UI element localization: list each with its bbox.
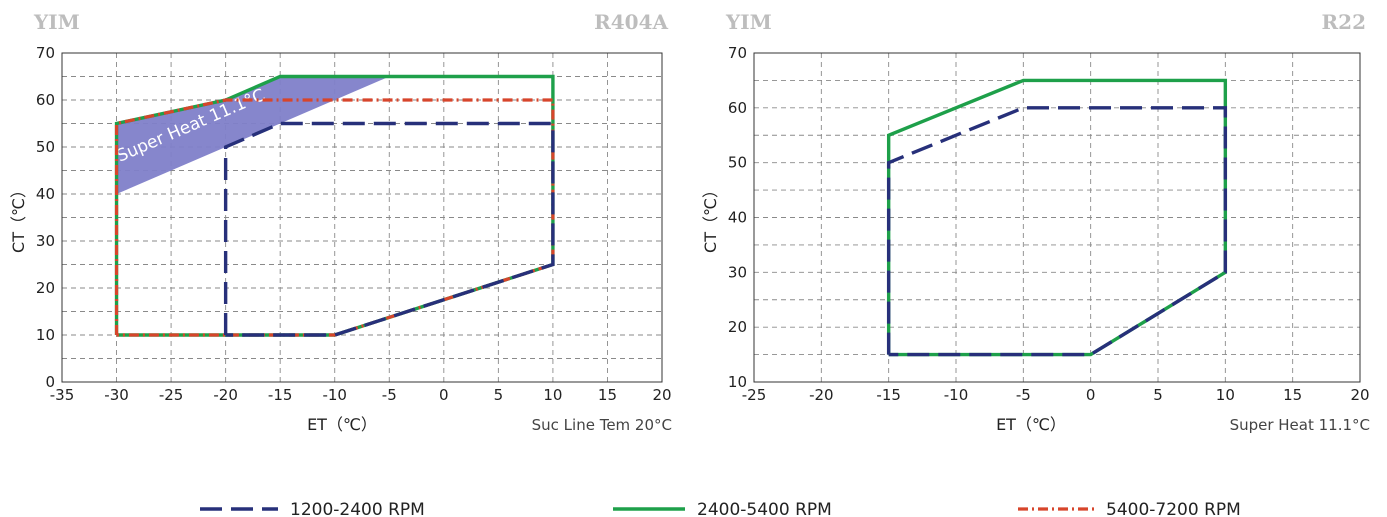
x-tick-label: -15 — [268, 386, 293, 404]
series-line-5400-7200- — [114, 98, 555, 337]
y-tick-label: 60 — [728, 99, 747, 117]
x-tick-label: -10 — [322, 386, 347, 404]
series-line-1200-2400- — [886, 106, 1228, 357]
x-tick-label: 15 — [598, 386, 617, 404]
x-tick-label: 20 — [1350, 386, 1369, 404]
y-tick-label: 30 — [36, 232, 55, 250]
x-tick-label: 0 — [439, 386, 449, 404]
brand-label: YIM — [725, 10, 772, 34]
grid — [754, 53, 1360, 382]
chart-r22: YIM R22 -25 -20 -15 -10 -5 0 5 10 15 20 10 20 30 40 50 60… — [701, 10, 1370, 434]
legend-label: 1200-2400 RPM — [290, 500, 425, 517]
x-tick-label: -15 — [876, 386, 901, 404]
legend-label: 2400-5400 RPM — [697, 500, 832, 517]
x-tick-label: -5 — [382, 386, 397, 404]
grid — [62, 53, 662, 382]
plot-frame — [753, 52, 1361, 383]
x-tick-label: 5 — [1153, 386, 1163, 404]
condition-note: Super Heat 11.1°C — [1230, 416, 1370, 434]
y-tick-label: 0 — [45, 373, 55, 391]
y-tick-label: 40 — [36, 185, 55, 203]
y-tick-label: 40 — [728, 209, 747, 227]
series-line-1200-2400- — [223, 121, 555, 337]
x-tick-label: -20 — [809, 386, 834, 404]
legend-entry: 1200-2400 RPM — [200, 500, 425, 517]
y-tick-label: 50 — [728, 154, 747, 172]
y-tick-label: 10 — [36, 326, 55, 344]
legend-entry: 5400-7200 RPM — [1018, 500, 1241, 517]
x-tick-label: -25 — [742, 386, 767, 404]
legend-label: 5400-7200 RPM — [1106, 500, 1241, 517]
y-tick-label: 70 — [36, 44, 55, 62]
x-tick-label: -35 — [50, 386, 75, 404]
x-tick-label: 10 — [1216, 386, 1235, 404]
x-tick-label: -20 — [213, 386, 238, 404]
x-tick-label: 20 — [652, 386, 671, 404]
y-axis-label: CT（℃） — [701, 182, 720, 253]
legend: 1200-2400 RPM 2400-5400 RPM 5400-7200 RPM — [200, 500, 1241, 517]
x-tick-label: 0 — [1086, 386, 1096, 404]
refrigerant-label: R404A — [594, 10, 668, 34]
condition-note: Suc Line Tem 20°C — [532, 416, 672, 434]
brand-label: YIM — [33, 10, 80, 34]
refrigerant-label: R22 — [1322, 10, 1366, 34]
plot-frame — [61, 52, 663, 383]
x-tick-label: -30 — [104, 386, 129, 404]
super-heat-region — [116, 76, 390, 194]
y-tick-label: 20 — [728, 318, 747, 336]
x-tick-label: -25 — [159, 386, 184, 404]
x-axis-label: ET（℃） — [307, 415, 377, 434]
x-tick-label: -10 — [944, 386, 969, 404]
series-line-2400-5400- — [886, 78, 1228, 357]
y-tick-label: 10 — [728, 373, 747, 391]
y-tick-label: 70 — [728, 44, 747, 62]
y-tick-label: 50 — [36, 138, 55, 156]
legend-entry: 2400-5400 RPM — [613, 500, 832, 517]
x-axis-label: ET（℃） — [996, 415, 1066, 434]
x-tick-label: 5 — [494, 386, 504, 404]
y-axis-label: CT（℃） — [9, 182, 28, 253]
x-tick-label: -5 — [1016, 386, 1031, 404]
y-tick-label: 20 — [36, 279, 55, 297]
y-tick-label: 30 — [728, 263, 747, 281]
x-tick-label: 15 — [1283, 386, 1302, 404]
y-tick-label: 60 — [36, 91, 55, 109]
x-tick-label: 10 — [543, 386, 562, 404]
